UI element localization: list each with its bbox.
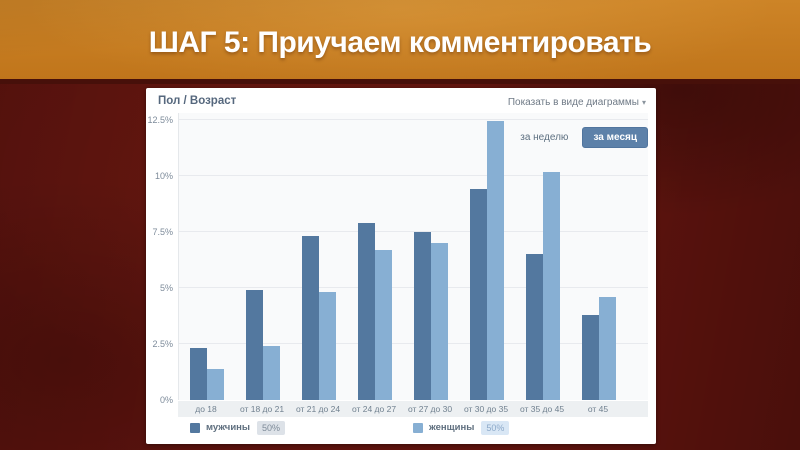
- x-axis-label: до 18: [195, 404, 217, 414]
- x-axis-label: от 27 до 30: [407, 404, 453, 414]
- bars-region: [179, 113, 627, 400]
- view-as-diagram-link[interactable]: Показать в виде диаграммы ▾: [508, 97, 646, 108]
- women-color-swatch: [413, 422, 423, 433]
- men-color-swatch: [190, 422, 200, 433]
- bar-мужчины: [414, 232, 431, 400]
- gridline: [179, 175, 648, 176]
- period-toggle: за неделю за месяц: [520, 127, 648, 148]
- legend-value-women: 50%: [481, 420, 510, 435]
- bar-женщины: [319, 292, 336, 400]
- x-axis-label: от 35 до 45: [519, 404, 565, 414]
- bar-женщины: [599, 296, 616, 400]
- gridline: [179, 119, 648, 120]
- bar-мужчины: [582, 314, 599, 400]
- legend-label-men: мужчины: [206, 422, 251, 433]
- period-month-button[interactable]: за месяц: [582, 127, 648, 148]
- chevron-down-icon: ▾: [641, 98, 646, 107]
- slide-title: ШАГ 5: Приучаем комментировать: [148, 25, 652, 59]
- bar-group: [459, 113, 515, 400]
- legend-item-women: женщины 50%: [413, 420, 510, 435]
- bar-group: [515, 113, 571, 400]
- gridline: [179, 343, 648, 344]
- stats-card: Пол / Возраст Показать в виде диаграммы ▾…: [146, 88, 656, 444]
- y-axis: 0% 2.5% 5% 7.5% 10% 12.5%: [146, 113, 175, 405]
- bar-мужчины: [246, 290, 263, 400]
- bar-мужчины: [302, 236, 319, 400]
- bar-мужчины: [190, 348, 207, 400]
- bar-женщины: [543, 171, 560, 400]
- legend-label-women: женщины: [429, 422, 475, 433]
- x-axis-band: до 18 от 18 до 21 от 21 до 24 от 24 до 27 от…: [178, 401, 648, 417]
- legend-item-men: мужчины 50%: [190, 420, 286, 435]
- bar-женщины: [487, 121, 504, 400]
- view-as-diagram-label: Показать в виде диаграммы: [507, 97, 639, 108]
- gridline: [179, 287, 648, 288]
- x-axis-labels: до 18 от 18 до 21 от 21 до 24 от 24 до 27 от…: [178, 401, 626, 417]
- bar-group: [347, 113, 403, 400]
- x-axis-label: от 21 до 24: [295, 404, 341, 414]
- period-week-link[interactable]: за неделю: [520, 132, 569, 143]
- y-tick-label: 0%: [159, 395, 173, 405]
- y-tick-label: 7.5%: [152, 227, 173, 237]
- x-axis-label: от 24 до 27: [351, 404, 397, 414]
- chart-title: Пол / Возраст: [158, 95, 237, 107]
- bar-женщины: [375, 249, 392, 400]
- bar-group: [291, 113, 347, 400]
- gridline: [179, 231, 648, 232]
- x-axis-label: от 30 до 35: [463, 404, 509, 414]
- legend-value-men: 50%: [257, 420, 286, 435]
- y-tick-label: 12.5%: [147, 115, 173, 125]
- bar-женщины: [207, 368, 224, 400]
- bar-group: [403, 113, 459, 400]
- y-tick-label: 10%: [154, 171, 173, 181]
- x-axis-label: от 18 до 21: [239, 404, 285, 414]
- bar-мужчины: [470, 189, 487, 400]
- bar-group: [179, 113, 235, 400]
- bar-group: [571, 113, 627, 400]
- bar-мужчины: [358, 223, 375, 400]
- bar-женщины: [431, 243, 448, 400]
- plot-area: за неделю за месяц: [178, 113, 648, 400]
- bar-group: [235, 113, 291, 400]
- x-axis-label: от 45: [587, 404, 609, 414]
- bar-мужчины: [526, 254, 543, 400]
- y-tick-label: 5%: [159, 283, 173, 293]
- bar-женщины: [263, 346, 280, 400]
- y-tick-label: 2.5%: [152, 339, 173, 349]
- title-band: ШАГ 5: Приучаем комментировать: [0, 0, 800, 84]
